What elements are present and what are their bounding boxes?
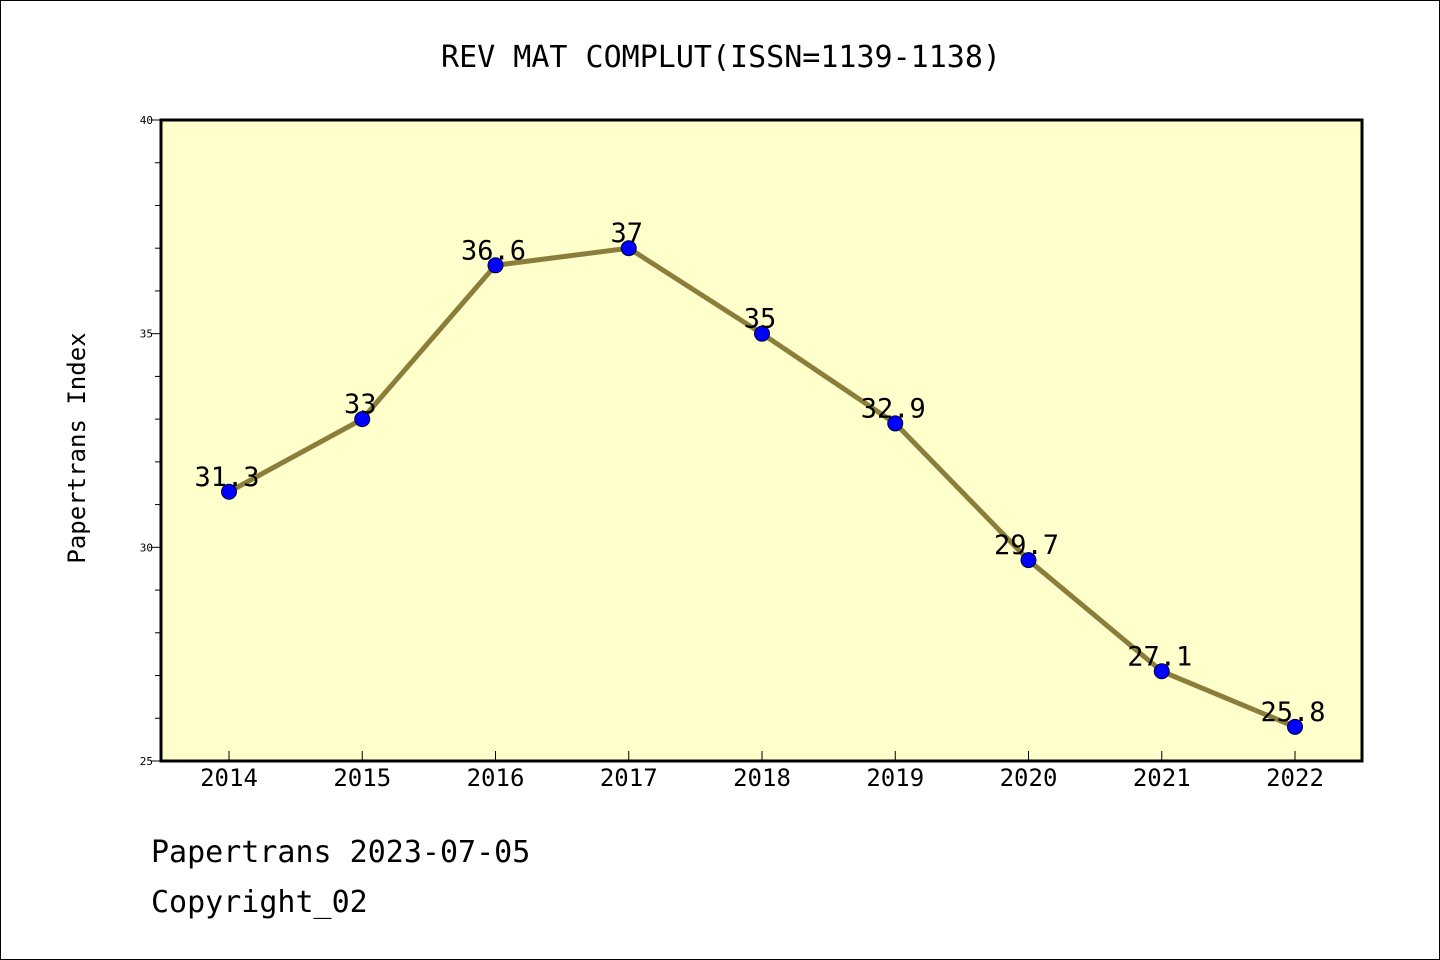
x-tick-label: 2020 bbox=[1000, 764, 1058, 792]
y-tick-label: 30 bbox=[140, 541, 153, 554]
x-tick-label: 2019 bbox=[866, 764, 924, 792]
data-label: 29.7 bbox=[994, 530, 1059, 561]
y-tick-label: 40 bbox=[140, 114, 153, 127]
x-tick-label: 2014 bbox=[200, 764, 258, 792]
series-layer bbox=[221, 240, 1303, 735]
data-point bbox=[1153, 663, 1170, 680]
data-point bbox=[1020, 552, 1037, 569]
data-point bbox=[1287, 718, 1303, 735]
data-label: 31.3 bbox=[194, 462, 259, 493]
x-tick-label: 2021 bbox=[1133, 764, 1191, 792]
plot-area bbox=[159, 118, 1364, 763]
y-tick-label: 25 bbox=[140, 755, 153, 768]
x-tick-label: 2017 bbox=[600, 764, 658, 792]
x-tick-label: 2022 bbox=[1266, 764, 1324, 792]
data-point bbox=[221, 483, 237, 500]
data-labels: 31.3 33 36.6 37 35 32.9 29.7 27.1 25.8 bbox=[194, 218, 1325, 728]
x-axis: 2014 2015 2016 2017 2018 2019 2020 2021 2022 bbox=[200, 751, 1324, 792]
x-tick-label: 2015 bbox=[333, 764, 391, 792]
data-label: 36.6 bbox=[461, 235, 526, 266]
y-axis: 25 30 35 40 bbox=[140, 114, 161, 768]
data-point bbox=[887, 415, 904, 432]
data-point bbox=[754, 325, 770, 342]
x-tick-label: 2016 bbox=[467, 764, 525, 792]
data-point bbox=[354, 411, 371, 428]
data-label: 25.8 bbox=[1260, 697, 1325, 728]
footer-date: Papertrans 2023-07-05 bbox=[151, 835, 531, 870]
y-tick-label: 35 bbox=[140, 328, 153, 341]
y-axis-label: Papertrans Index bbox=[63, 332, 91, 563]
data-label: 35 bbox=[744, 304, 777, 335]
data-label: 32.9 bbox=[861, 393, 926, 424]
data-point bbox=[487, 257, 504, 274]
x-tick-label: 2018 bbox=[733, 764, 791, 792]
footer-copyright: Copyright_02 bbox=[151, 885, 368, 920]
chart-title: REV MAT COMPLUT(ISSN=1139-1138) bbox=[441, 40, 1001, 75]
data-label: 27.1 bbox=[1127, 641, 1192, 672]
data-label: 37 bbox=[610, 218, 643, 249]
data-point bbox=[620, 240, 637, 257]
data-label: 33 bbox=[344, 389, 377, 420]
